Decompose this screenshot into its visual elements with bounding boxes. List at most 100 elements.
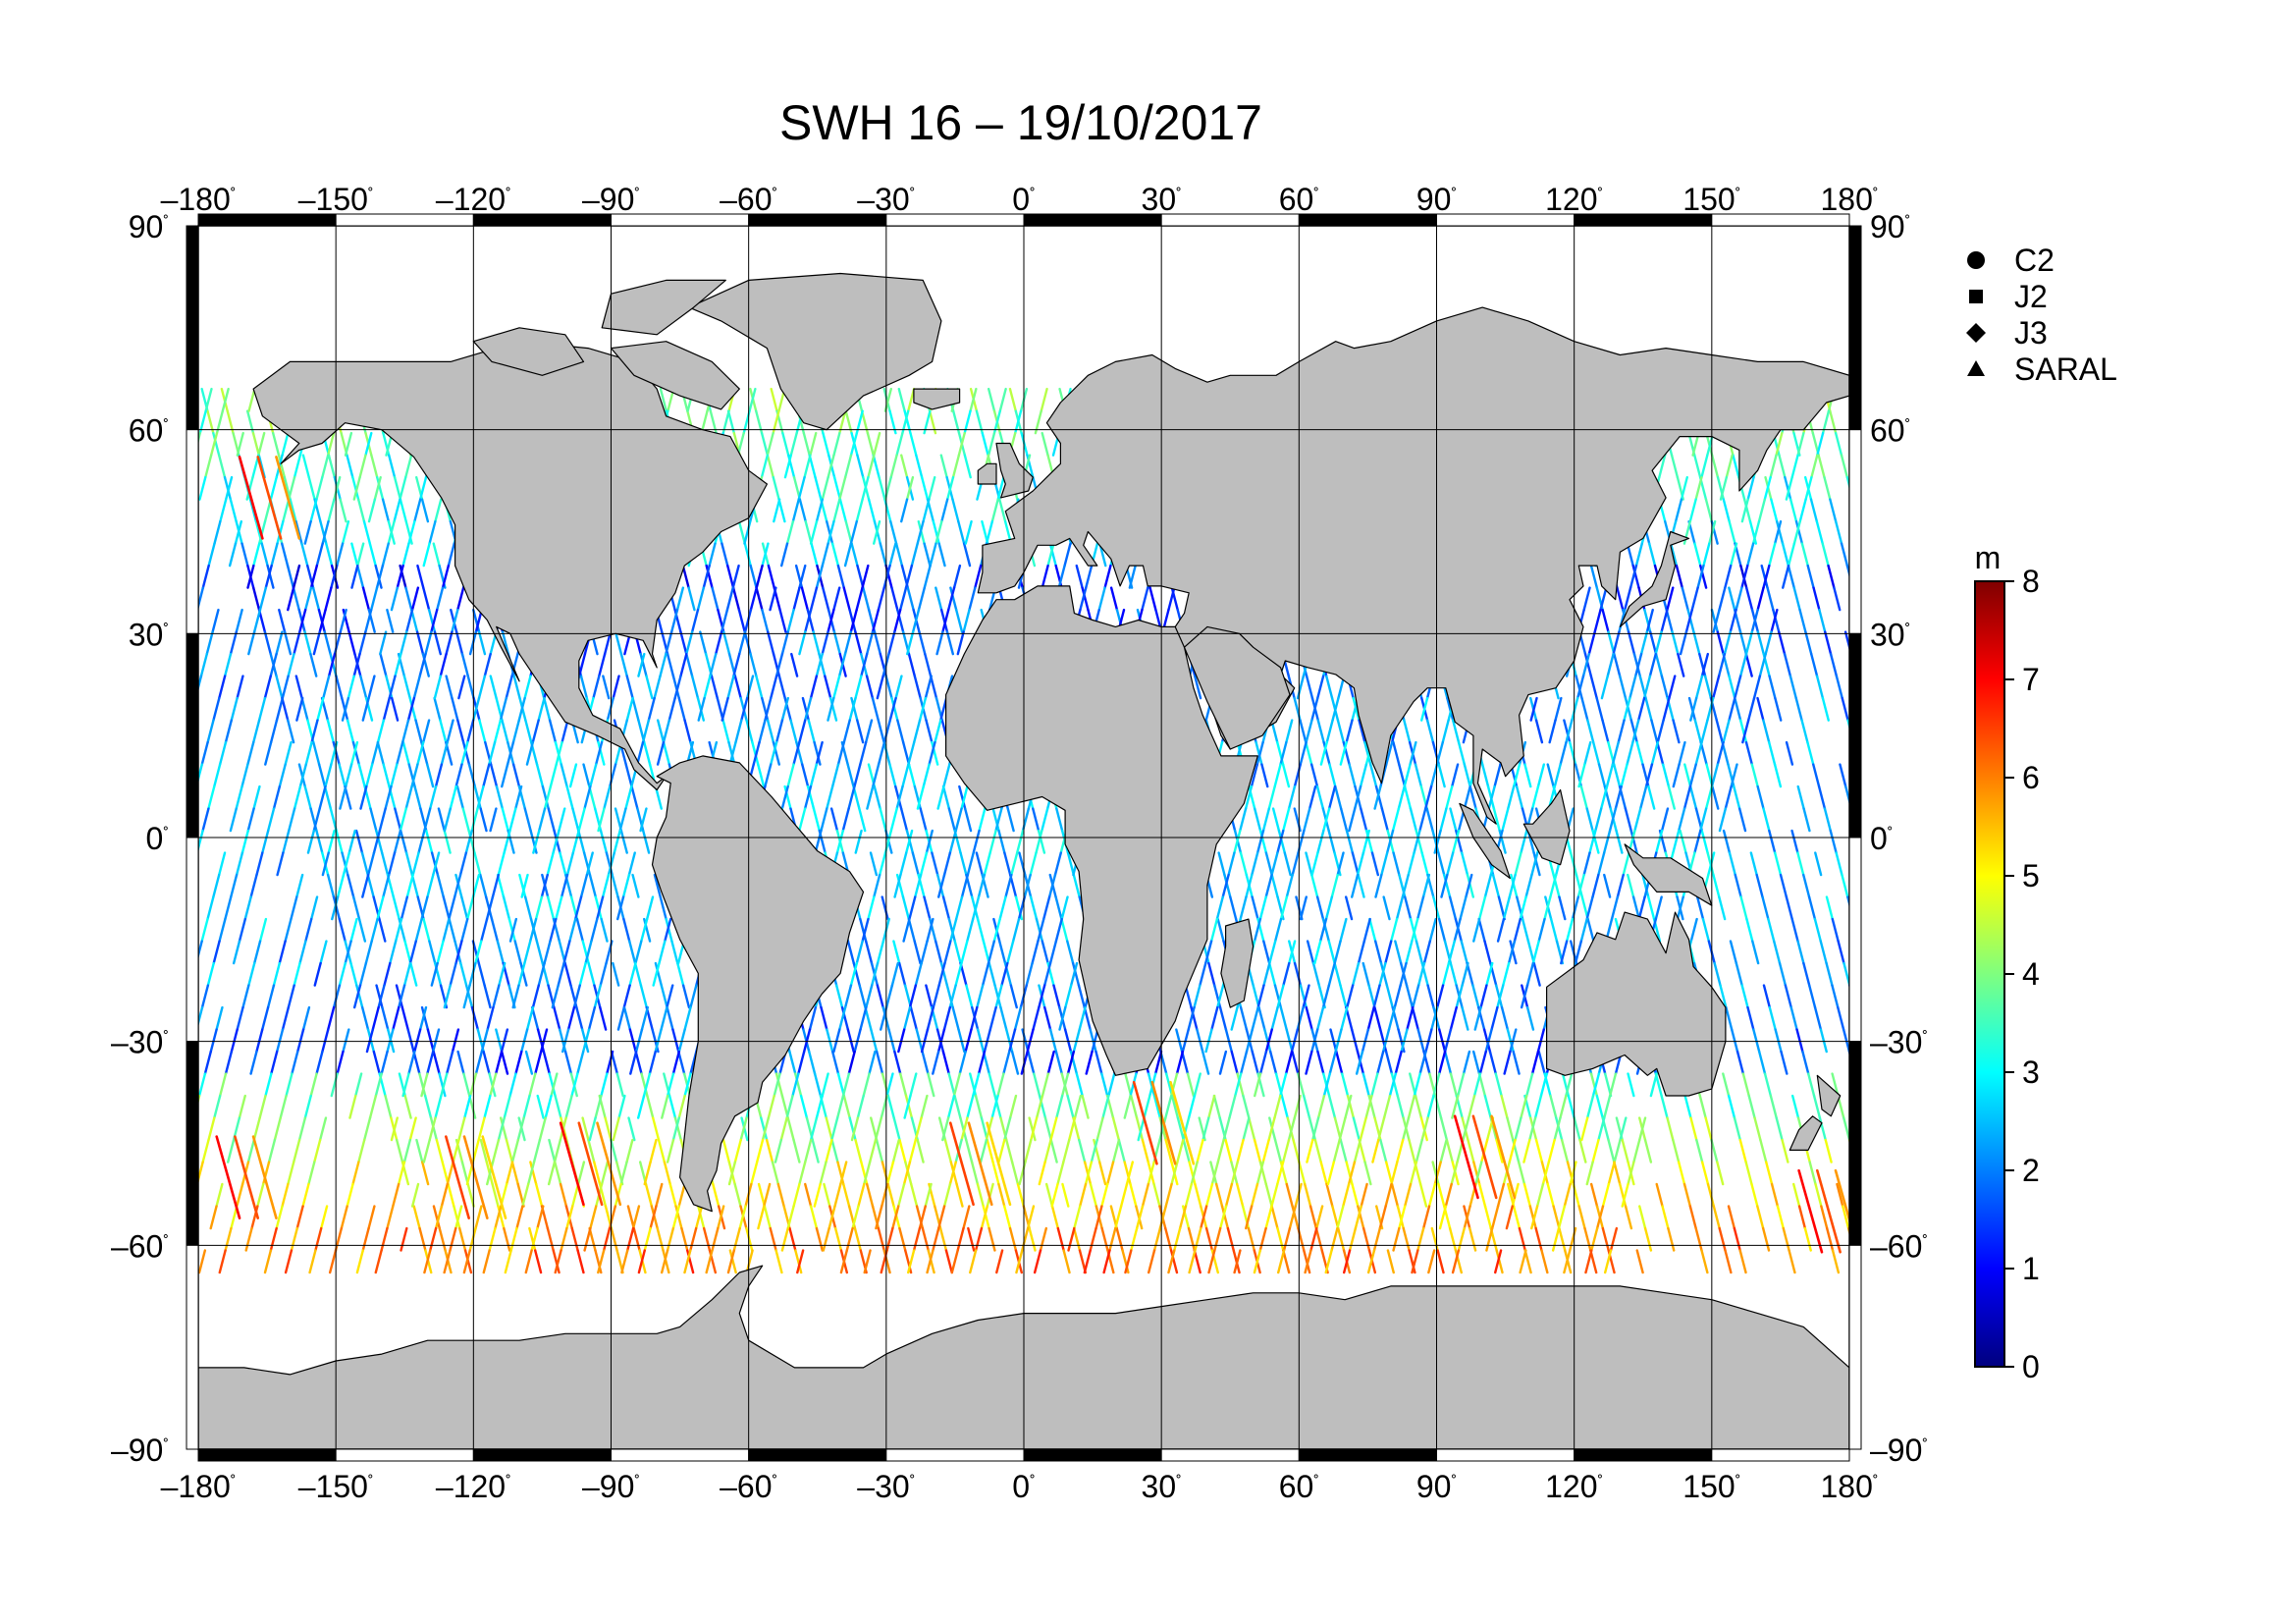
track-segment — [1635, 1249, 1644, 1274]
track-segment — [1285, 1028, 1294, 1054]
track-segment — [1671, 630, 1680, 656]
track-segment — [1060, 895, 1069, 921]
track-segment — [599, 1005, 608, 1031]
track-segment — [994, 807, 1003, 833]
track-segment — [271, 431, 281, 457]
track-segment — [77, 1052, 82, 1073]
track-segment — [848, 696, 857, 722]
track-segment — [1667, 784, 1676, 810]
track-segment — [1679, 630, 1688, 656]
track-segment — [1251, 851, 1259, 877]
track-segment — [323, 784, 333, 810]
track-segment — [634, 1050, 643, 1075]
track-segment — [582, 763, 591, 788]
track-segment — [500, 1028, 509, 1054]
track-segment — [1559, 1094, 1568, 1119]
track-segment — [1109, 586, 1119, 612]
track-segment — [1661, 1205, 1670, 1230]
track-segment — [1055, 807, 1064, 833]
track-segment — [1461, 961, 1469, 987]
track-segment — [1472, 1161, 1481, 1186]
track-segment — [1090, 1138, 1098, 1163]
track-segment — [1345, 719, 1354, 744]
track-segment — [1304, 1182, 1312, 1208]
track-segment — [1310, 851, 1319, 877]
track-segment — [1277, 829, 1286, 854]
track-segment — [534, 1249, 543, 1274]
track-segment — [1425, 719, 1435, 744]
track-segment — [1302, 984, 1310, 1009]
track-segment — [642, 1072, 652, 1098]
track-segment — [347, 675, 355, 700]
track-segment — [951, 498, 960, 523]
track-segment — [696, 586, 706, 612]
track-segment — [661, 1094, 669, 1119]
track-segment — [236, 431, 244, 457]
track-segment — [1339, 1138, 1348, 1163]
track-segment — [1449, 807, 1458, 833]
track-segment — [1722, 498, 1731, 523]
track-segment — [1529, 696, 1538, 722]
track-segment — [99, 1207, 105, 1228]
track-segment — [1769, 1094, 1778, 1119]
track-segment — [1248, 1116, 1256, 1142]
track-segment — [1541, 1161, 1550, 1186]
track-segment — [576, 1249, 585, 1274]
track-segment — [918, 630, 927, 656]
track-segment — [843, 454, 853, 479]
track-segment — [1401, 873, 1410, 898]
track-segment — [809, 675, 819, 700]
track-segment — [561, 719, 569, 744]
track-segment — [246, 1138, 256, 1163]
track-segment — [815, 1226, 824, 1252]
track-segment — [1357, 940, 1366, 965]
track-segment — [1366, 1249, 1376, 1274]
track-segment — [1700, 454, 1709, 479]
track-segment — [332, 740, 341, 766]
track-segment — [1518, 1226, 1526, 1252]
track-segment — [738, 630, 747, 656]
track-segment — [806, 608, 815, 633]
track-segment — [1063, 1028, 1073, 1054]
track-segment — [1819, 940, 1828, 965]
track-segment — [1700, 1161, 1710, 1186]
track-segment — [260, 542, 269, 568]
track-segment — [505, 1138, 514, 1163]
track-segment — [1258, 1050, 1268, 1075]
track-segment — [1494, 1249, 1503, 1274]
track-segment — [1315, 1205, 1324, 1230]
track-segment — [1867, 1207, 1873, 1228]
track-segment — [519, 961, 528, 987]
track-segment — [767, 1094, 775, 1119]
track-segment — [1324, 895, 1334, 921]
track-segment — [346, 1182, 354, 1208]
track-segment — [940, 498, 949, 523]
track-segment — [1896, 1163, 1901, 1184]
track-segment — [920, 1094, 929, 1119]
track-segment — [945, 475, 955, 501]
track-segment — [495, 784, 505, 810]
track-segment — [948, 984, 957, 1009]
track-segment — [1463, 784, 1471, 810]
track-segment — [1597, 763, 1607, 788]
track-segment — [1173, 1226, 1182, 1252]
track-segment — [1589, 1072, 1599, 1098]
track-segment — [256, 1182, 265, 1208]
track-segment — [1536, 763, 1546, 788]
track-segment — [1047, 873, 1057, 898]
track-segment — [1644, 763, 1654, 788]
track-segment — [486, 1005, 495, 1031]
track-segment — [209, 1028, 218, 1054]
track-segment — [454, 630, 464, 656]
track-segment — [1305, 1050, 1313, 1075]
track-segment — [906, 586, 915, 612]
track-segment — [1048, 940, 1058, 965]
track-segment — [697, 696, 706, 722]
track-segment — [1254, 1072, 1262, 1098]
track-segment — [616, 895, 625, 921]
track-segment — [922, 763, 931, 788]
track-segment — [334, 1226, 344, 1252]
track-segment — [833, 1182, 842, 1208]
track-segment — [489, 675, 498, 700]
track-segment — [1282, 1226, 1292, 1252]
